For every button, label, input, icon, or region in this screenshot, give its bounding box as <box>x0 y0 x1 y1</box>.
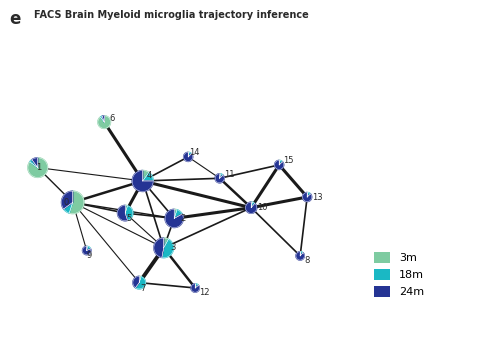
Text: e: e <box>10 10 21 28</box>
Polygon shape <box>30 159 38 168</box>
Polygon shape <box>251 202 255 208</box>
Text: FACS Brain Myeloid microglia trajectory inference: FACS Brain Myeloid microglia trajectory … <box>34 10 309 20</box>
Polygon shape <box>83 246 91 255</box>
Polygon shape <box>165 209 183 227</box>
Polygon shape <box>64 202 73 213</box>
Text: 11: 11 <box>224 170 234 179</box>
Polygon shape <box>195 284 198 288</box>
Text: 0: 0 <box>64 198 69 207</box>
Polygon shape <box>125 205 127 213</box>
Polygon shape <box>245 202 257 213</box>
Polygon shape <box>303 192 312 202</box>
Polygon shape <box>102 116 104 122</box>
Polygon shape <box>98 116 110 128</box>
Polygon shape <box>279 161 280 165</box>
Text: 1: 1 <box>36 163 42 172</box>
Polygon shape <box>307 192 308 197</box>
Text: 2: 2 <box>180 214 186 223</box>
Text: 13: 13 <box>312 192 323 202</box>
Text: 15: 15 <box>283 156 294 165</box>
Polygon shape <box>62 191 73 209</box>
Text: 6: 6 <box>110 115 115 123</box>
Polygon shape <box>139 276 141 283</box>
Polygon shape <box>32 158 38 168</box>
Text: 4: 4 <box>147 171 152 180</box>
Polygon shape <box>143 170 149 181</box>
Polygon shape <box>296 252 304 260</box>
Text: 3: 3 <box>171 243 176 252</box>
Polygon shape <box>132 170 153 191</box>
Polygon shape <box>251 202 252 208</box>
Polygon shape <box>275 161 284 169</box>
Polygon shape <box>69 191 84 214</box>
Polygon shape <box>154 238 164 258</box>
Text: 12: 12 <box>199 288 209 297</box>
Polygon shape <box>28 158 48 177</box>
Polygon shape <box>220 174 221 178</box>
Text: 9: 9 <box>87 251 92 260</box>
Polygon shape <box>162 239 174 258</box>
Text: 8: 8 <box>304 256 310 265</box>
Polygon shape <box>220 174 223 178</box>
Polygon shape <box>279 161 282 165</box>
Polygon shape <box>164 238 169 248</box>
Polygon shape <box>118 205 127 221</box>
Polygon shape <box>307 192 311 197</box>
Text: 7: 7 <box>140 284 145 293</box>
Text: 14: 14 <box>190 148 200 157</box>
Polygon shape <box>143 173 153 181</box>
Polygon shape <box>300 252 301 256</box>
Polygon shape <box>133 276 139 288</box>
Polygon shape <box>188 152 189 157</box>
Text: 10: 10 <box>257 203 267 212</box>
Text: 5: 5 <box>126 214 131 223</box>
Legend: 3m, 18m, 24m: 3m, 18m, 24m <box>369 247 429 301</box>
Polygon shape <box>195 284 196 288</box>
Polygon shape <box>174 210 182 218</box>
Polygon shape <box>174 209 177 218</box>
Polygon shape <box>136 277 145 289</box>
Polygon shape <box>87 246 90 250</box>
Polygon shape <box>215 174 224 183</box>
Polygon shape <box>300 252 303 256</box>
Polygon shape <box>101 116 104 122</box>
Polygon shape <box>125 206 133 221</box>
Polygon shape <box>184 152 193 162</box>
Polygon shape <box>191 284 199 292</box>
Polygon shape <box>188 152 191 157</box>
